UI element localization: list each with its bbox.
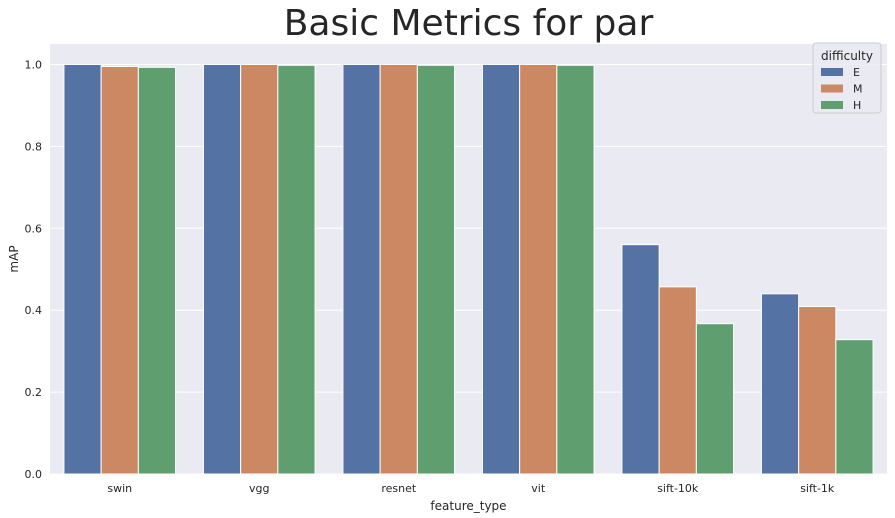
y-tick-label: 0.2 bbox=[25, 386, 43, 399]
y-tick-label: 0.4 bbox=[25, 304, 43, 317]
legend-label-E: E bbox=[853, 66, 860, 79]
y-tick-labels: 0.0 0.2 0.4 0.6 0.8 1.0 bbox=[25, 58, 43, 481]
x-tick-label: vgg bbox=[249, 482, 269, 495]
bar-swin-E bbox=[63, 63, 102, 475]
bar-sift-10k-M bbox=[658, 286, 697, 475]
legend: difficulty EMH bbox=[812, 42, 882, 114]
y-axis-label: mAP bbox=[7, 245, 21, 272]
x-tick-label: sift-1k bbox=[800, 482, 835, 495]
chart-title: Basic Metrics for par bbox=[284, 3, 654, 44]
legend-label-M: M bbox=[853, 83, 863, 96]
x-tick-label: vit bbox=[531, 482, 546, 495]
bar-resnet-H bbox=[416, 64, 456, 475]
bar-resnet-E bbox=[342, 63, 381, 475]
bar-swin-H bbox=[137, 66, 177, 475]
bar-vit-H bbox=[556, 64, 595, 475]
bar-resnet-M bbox=[379, 63, 418, 475]
y-tick-label: 0.8 bbox=[25, 140, 43, 153]
bar-vgg-M bbox=[240, 63, 279, 475]
x-tick-label: swin bbox=[107, 482, 132, 495]
bar-sift-1k-H bbox=[835, 339, 874, 475]
bar-sift-10k-H bbox=[695, 323, 735, 475]
legend-swatch-M bbox=[821, 84, 843, 93]
legend-items: EMH bbox=[821, 66, 863, 112]
legend-swatch-E bbox=[821, 68, 843, 76]
bar-sift-1k-M bbox=[798, 306, 837, 475]
bars-layer bbox=[63, 63, 874, 475]
grid-layer bbox=[50, 63, 887, 475]
y-tick-label: 0.0 bbox=[25, 468, 43, 481]
x-tick-label: resnet bbox=[381, 482, 417, 495]
bar-vit-M bbox=[519, 63, 558, 475]
bar-vgg-H bbox=[277, 64, 316, 475]
bar-sift-1k-E bbox=[760, 293, 800, 475]
bar-swin-M bbox=[100, 66, 139, 475]
legend-label-H: H bbox=[853, 99, 861, 112]
x-tick-label: sift-10k bbox=[657, 482, 699, 495]
x-axis-label: feature_type bbox=[430, 499, 506, 513]
bar-sift-10k-E bbox=[621, 244, 660, 475]
y-tick-label: 1.0 bbox=[25, 58, 43, 71]
bar-vit-E bbox=[481, 63, 521, 475]
legend-title: difficulty bbox=[821, 49, 873, 63]
bar-vgg-E bbox=[202, 63, 242, 475]
legend-box bbox=[812, 42, 882, 114]
y-tick-label: 0.6 bbox=[25, 222, 43, 235]
x-tick-labels: swin vgg resnet vit sift-10k sift-1k bbox=[107, 482, 835, 495]
plot-area bbox=[50, 44, 887, 474]
legend-swatch-H bbox=[821, 101, 843, 109]
